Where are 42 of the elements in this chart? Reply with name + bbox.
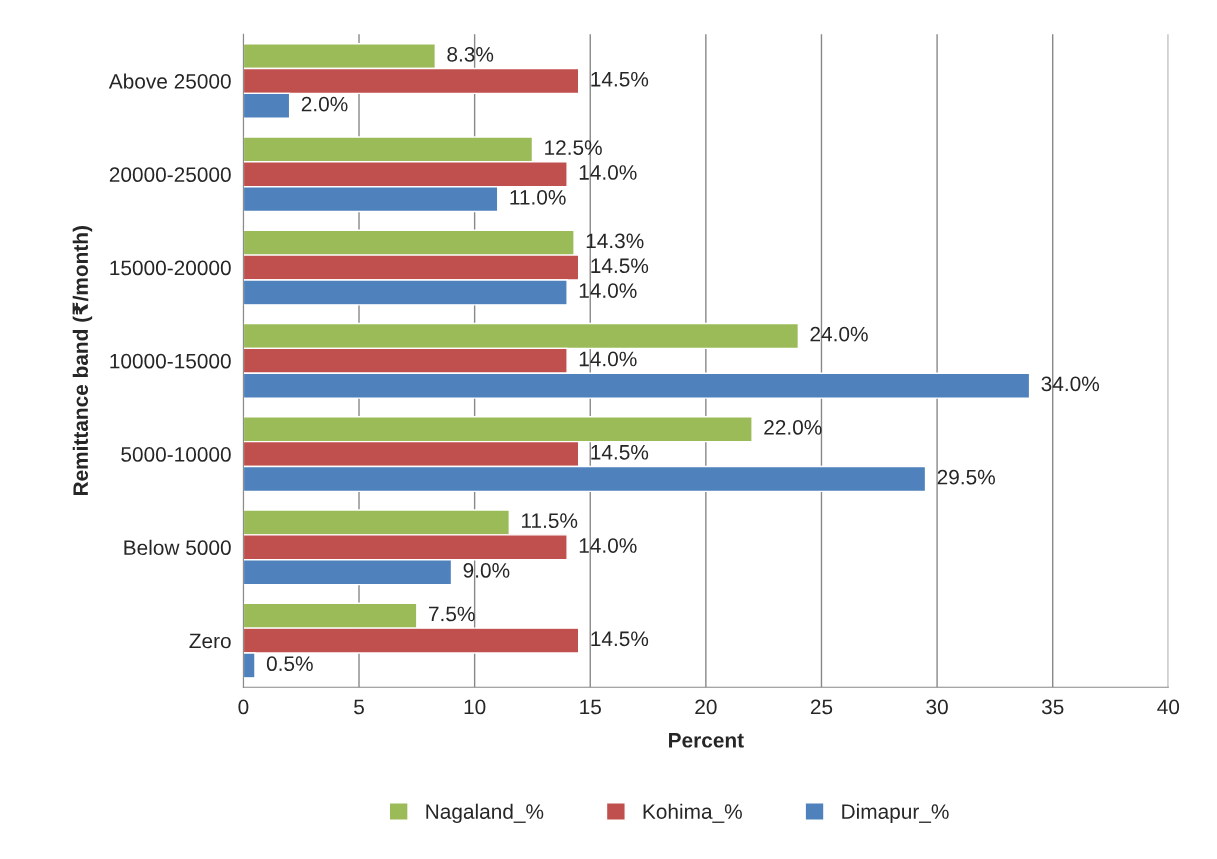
x-tick-label: 10 [464, 699, 486, 715]
y-tick-label: 20000-25000 [109, 167, 231, 183]
data-label: 2.0% [301, 96, 348, 112]
legend-label: Nagaland_% [426, 803, 544, 824]
data-label: 24.0% [810, 326, 868, 342]
data-label: 14.0% [579, 351, 637, 367]
x-tick-label: 0 [238, 699, 249, 715]
y-tick-label: 15000-20000 [110, 260, 231, 276]
y-tick-label: Above 25000 [108, 73, 231, 89]
data-label: 11.0% [510, 189, 566, 205]
y-tick-label: 5000-10000 [121, 447, 231, 462]
data-label: 14.5% [591, 71, 649, 87]
data-label: 14.5% [591, 444, 649, 460]
x-tick-label: 40 [1157, 699, 1180, 715]
data-label: 34.0% [1041, 376, 1100, 392]
data-label: 14.5% [591, 631, 649, 647]
data-label: 7.5% [429, 606, 475, 622]
data-label: 0.5% [266, 656, 313, 672]
y-tick-label: Zero [189, 633, 231, 649]
data-label: 14.5% [591, 258, 649, 274]
data-label: 14.0% [579, 538, 637, 553]
x-tick-label: 30 [926, 699, 948, 715]
x-axis-title: Percent [669, 733, 744, 748]
data-label: 14.3% [586, 233, 644, 249]
data-label: 11.5% [522, 513, 578, 529]
x-tick-label: 15 [580, 699, 601, 715]
data-label: 9.0% [463, 563, 510, 578]
x-tick-label: 35 [1041, 699, 1064, 715]
data-label: 14.0% [579, 283, 637, 298]
data-label: 8.3% [447, 46, 494, 62]
data-label: 12.5% [545, 140, 602, 155]
legend-label: Kohima_% [643, 803, 742, 823]
y-tick-label: 10000-15000 [110, 353, 231, 369]
x-tick-label: 5 [354, 699, 364, 715]
data-label: 22.0% [764, 420, 822, 435]
y-axis-title: Remittance band (₹/month) [72, 226, 93, 496]
legend-label: Dimapur_% [842, 803, 949, 824]
x-tick-label: 20 [695, 699, 717, 715]
y-tick-label: Below 5000 [124, 539, 231, 556]
data-label: 14.0% [579, 165, 637, 180]
data-label: 29.5% [937, 469, 995, 485]
x-tick-label: 25 [810, 699, 833, 715]
